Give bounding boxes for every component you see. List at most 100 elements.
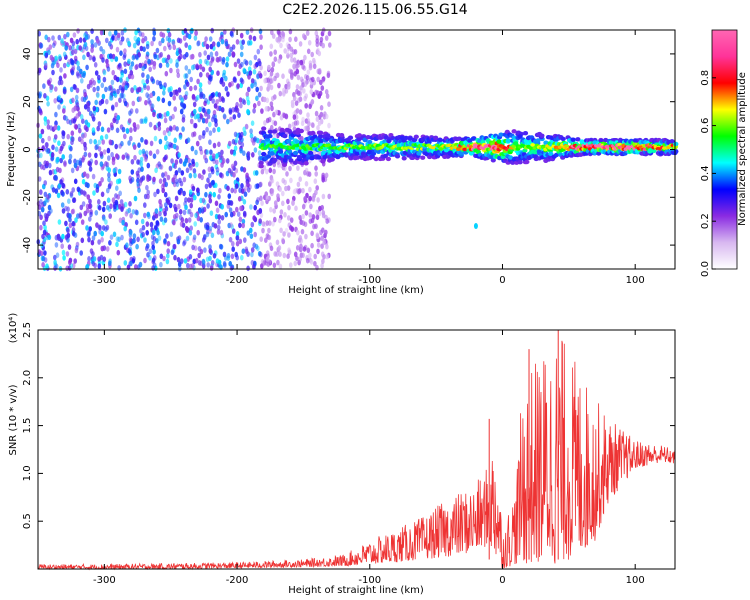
heatmap-cell: [294, 36, 298, 42]
heatmap-cell: [108, 95, 113, 101]
heatmap-cell: [64, 115, 69, 122]
heatmap-cell: [129, 70, 134, 76]
heatmap-cell: [314, 110, 319, 117]
heatmap-cell: [317, 93, 322, 99]
heatmap-cell: [123, 225, 127, 232]
heatmap-cell: [279, 114, 284, 121]
heatmap-cell: [88, 79, 93, 86]
heatmap-cell: [107, 172, 111, 178]
heatmap-cell: [46, 124, 51, 130]
heatmap-cell: [277, 36, 282, 43]
heatmap-cell: [266, 261, 271, 268]
heatmap-cell: [267, 234, 272, 241]
heatmap-cell: [54, 120, 58, 126]
heatmap-cell: [180, 170, 185, 176]
heatmap-cell: [257, 100, 261, 107]
heatmap-cell: [575, 137, 581, 142]
heatmap-cell: [249, 128, 253, 134]
heatmap-cell: [304, 181, 309, 187]
heatmap-cell: [316, 248, 320, 255]
heatmap-cell: [38, 93, 42, 99]
heatmap-cell: [205, 60, 210, 66]
heatmap-cell: [233, 131, 238, 138]
y-scale-label: (x10⁴): [8, 313, 19, 344]
heatmap-cell: [204, 97, 208, 104]
heatmap-cell: [98, 100, 103, 106]
heatmap-cell: [97, 139, 102, 146]
heatmap-cell: [120, 206, 124, 212]
heatmap-cell: [317, 67, 322, 74]
heatmap-cell: [139, 161, 144, 167]
heatmap-cell: [74, 247, 79, 254]
heatmap-cell: [45, 95, 50, 102]
heatmap-cell: [278, 251, 282, 257]
heatmap-cell: [215, 166, 220, 173]
heatmap-cell: [109, 86, 114, 93]
heatmap-cell: [115, 178, 120, 185]
heatmap-cell: [73, 48, 78, 55]
heatmap-cell: [128, 175, 132, 182]
heatmap-cell: [55, 166, 60, 173]
heatmap-cell: [37, 204, 42, 210]
heatmap-cell: [530, 143, 536, 147]
heatmap-cell: [170, 158, 174, 164]
heatmap-cell: [100, 126, 105, 133]
heatmap-cell: [114, 193, 118, 199]
heatmap-cell: [46, 101, 50, 107]
heatmap-cell: [163, 171, 168, 177]
heatmap-cell: [75, 38, 79, 45]
heatmap-cell: [59, 145, 64, 152]
heatmap-cell: [105, 204, 110, 211]
heatmap-cell: [149, 140, 154, 147]
heatmap-cell: [127, 40, 131, 47]
heatmap-cell: [213, 103, 218, 109]
heatmap-cell: [89, 211, 93, 218]
heatmap-cell: [141, 224, 146, 231]
heatmap-cell: [134, 219, 139, 226]
heatmap-cell: [177, 189, 182, 195]
heatmap-cell: [528, 146, 533, 150]
heatmap-cell: [194, 149, 198, 156]
heatmap-cell: [58, 75, 63, 82]
heatmap-cell: [548, 151, 554, 156]
heatmap-cell: [209, 155, 213, 161]
heatmap-cell: [152, 111, 156, 118]
heatmap-cell: [162, 255, 166, 262]
heatmap-cell: [54, 146, 59, 152]
heatmap-cell: [303, 221, 308, 228]
heatmap-cell: [206, 262, 210, 268]
heatmap-cell: [225, 158, 230, 164]
heatmap-cell: [311, 122, 315, 129]
heatmap-cell: [39, 189, 43, 195]
heatmap-cell: [199, 91, 203, 98]
heatmap-cell: [306, 118, 311, 124]
heatmap-cell: [120, 140, 124, 147]
heatmap-cell: [146, 211, 151, 218]
heatmap-cell: [321, 258, 325, 265]
heatmap-cell: [199, 71, 203, 78]
heatmap-cell: [112, 167, 117, 174]
heatmap-cell: [144, 99, 148, 106]
heatmap-cell: [59, 179, 63, 185]
heatmap-cell: [205, 72, 210, 78]
heatmap-cell: [195, 161, 199, 168]
heatmap-cell: [288, 36, 292, 43]
heatmap-cell: [75, 102, 80, 108]
heatmap-cell: [236, 211, 241, 217]
heatmap-cell: [174, 178, 179, 185]
heatmap-cell: [133, 195, 138, 202]
heatmap-cell: [165, 140, 170, 147]
heatmap-cell: [294, 187, 298, 194]
heatmap-cell: [281, 237, 285, 244]
heatmap-cell: [253, 231, 257, 238]
heatmap-cell: [66, 227, 70, 234]
heatmap-cell: [296, 181, 301, 188]
heatmap-cell: [112, 231, 117, 238]
heatmap-cell: [324, 89, 329, 95]
heatmap-cell: [299, 76, 304, 83]
heatmap-cell: [130, 61, 135, 67]
heatmap-cell: [158, 62, 163, 69]
heatmap-cell: [95, 187, 100, 193]
heatmap-cell: [253, 136, 257, 142]
